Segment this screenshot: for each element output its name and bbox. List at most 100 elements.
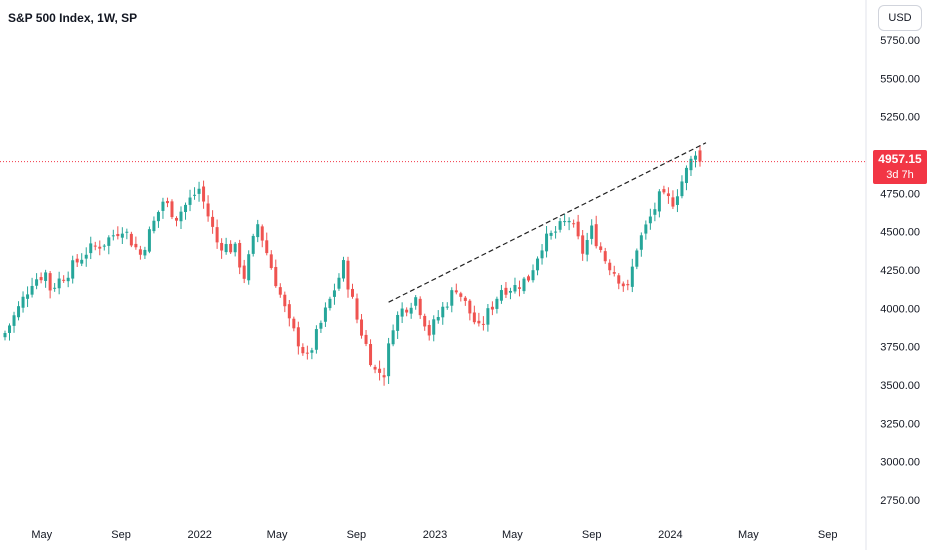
candle-body: [278, 287, 282, 295]
candle-body: [220, 242, 224, 251]
candle-body: [102, 245, 106, 247]
candle-body: [468, 300, 472, 314]
candle-body: [292, 318, 296, 329]
candle-body: [337, 277, 341, 289]
candle-body: [499, 290, 503, 301]
candle-body: [310, 350, 314, 353]
x-tick-label: Sep: [818, 529, 838, 541]
candle-body: [436, 316, 440, 321]
candle-body: [211, 216, 215, 227]
candle-body: [459, 293, 463, 297]
candle-body: [477, 320, 481, 324]
candle-body: [594, 224, 598, 247]
candle-body: [12, 315, 16, 326]
candle-body: [93, 245, 97, 247]
x-tick-label: May: [502, 529, 523, 541]
candle-body: [581, 235, 585, 254]
candle-body: [554, 231, 558, 233]
candle-body: [599, 246, 603, 250]
candle-body: [21, 296, 25, 308]
candle-body: [328, 298, 332, 309]
candle-body: [657, 191, 661, 212]
candle-body: [71, 260, 75, 279]
candle-body: [545, 233, 549, 252]
candle-body: [675, 196, 679, 205]
x-tick-label: 2024: [658, 529, 682, 541]
x-tick-label: May: [267, 529, 288, 541]
candle-body: [116, 233, 120, 237]
candle-body: [179, 211, 183, 222]
candle-body: [156, 212, 160, 222]
candle-body: [617, 275, 621, 284]
y-tick-label: 5750.00: [880, 35, 920, 47]
candle-body: [283, 294, 287, 307]
x-tick-label: Sep: [582, 529, 602, 541]
candle-body: [396, 314, 400, 331]
candle-body: [75, 258, 79, 263]
y-tick-label: 5250.00: [880, 112, 920, 124]
candle-body: [364, 334, 368, 344]
candle-body: [84, 254, 88, 259]
candle-body: [527, 276, 531, 281]
candle-body: [35, 279, 39, 286]
candle-body: [215, 227, 219, 243]
candle-body: [486, 308, 490, 325]
candle-body: [332, 290, 336, 297]
candle-body: [508, 290, 512, 293]
candle-body: [206, 203, 210, 217]
candle-body: [242, 265, 246, 279]
candle-body: [152, 220, 156, 232]
candle-body: [247, 254, 251, 281]
candle-body: [360, 319, 364, 336]
candle-body: [427, 324, 431, 336]
candle-body: [269, 254, 273, 269]
y-tick-label: 4250.00: [880, 265, 920, 277]
candle-body: [301, 347, 305, 354]
candle-body: [450, 290, 454, 306]
candle-body: [66, 277, 70, 282]
candle-body: [341, 260, 345, 279]
candle-body: [671, 197, 675, 207]
chart-title: S&P 500 Index, 1W, SP: [8, 11, 138, 25]
candle-body: [138, 249, 142, 255]
candle-body: [134, 243, 138, 248]
candle-body: [8, 325, 12, 333]
candle-body: [454, 290, 458, 293]
trendline-group: [388, 142, 707, 303]
candle-body: [147, 229, 151, 252]
candle-body: [188, 197, 192, 205]
candle-body: [129, 233, 133, 246]
candle-body: [531, 270, 535, 281]
candle-body: [39, 277, 43, 281]
candle-body: [517, 287, 521, 289]
candle-body: [626, 284, 630, 286]
candle-body: [635, 250, 639, 267]
currency-button[interactable]: USD: [878, 5, 922, 31]
trendline: [388, 142, 707, 303]
candle-body: [323, 307, 327, 322]
candle-body: [563, 221, 567, 223]
candle-body: [120, 233, 124, 238]
candle-body: [644, 224, 648, 234]
candle-body: [472, 312, 476, 323]
x-tick-label: 2023: [423, 529, 447, 541]
candle-body: [504, 287, 508, 295]
y-tick-label: 5500.00: [880, 73, 920, 85]
candle-body: [513, 285, 517, 292]
candle-body: [229, 243, 233, 253]
candle-body: [274, 266, 278, 287]
candle-body: [576, 221, 580, 237]
candle-body: [17, 306, 21, 318]
candle-body: [26, 294, 30, 299]
candle-body: [463, 297, 467, 301]
candle-body: [107, 237, 111, 246]
candle-body: [197, 188, 201, 194]
candle-body: [165, 201, 169, 204]
candle-body: [441, 306, 445, 318]
candle-body: [693, 155, 697, 160]
candle-body: [490, 306, 494, 310]
candle-body: [143, 249, 147, 256]
candle-body: [170, 201, 174, 218]
candle-body: [238, 243, 242, 268]
